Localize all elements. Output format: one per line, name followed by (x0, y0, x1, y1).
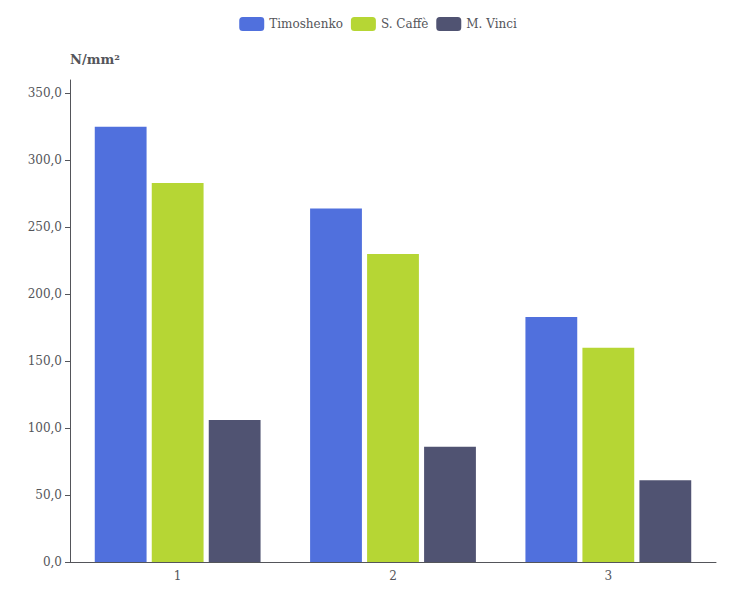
svg-text:M. Vinci: M. Vinci (466, 17, 517, 31)
svg-text:250,0: 250,0 (28, 220, 62, 234)
svg-text:N/mm²: N/mm² (70, 52, 120, 67)
svg-text:50,0: 50,0 (35, 488, 62, 502)
svg-text:300,0: 300,0 (28, 153, 62, 167)
svg-text:S. Caffè: S. Caffè (381, 17, 428, 31)
svg-text:0,0: 0,0 (43, 555, 62, 569)
svg-text:200,0: 200,0 (28, 287, 62, 301)
svg-text:3: 3 (605, 569, 613, 583)
svg-text:150,0: 150,0 (28, 354, 62, 368)
svg-text:350,0: 350,0 (28, 86, 62, 100)
svg-text:1: 1 (174, 569, 182, 583)
svg-text:Timoshenko: Timoshenko (269, 17, 343, 31)
svg-text:100,0: 100,0 (28, 421, 62, 435)
svg-text:2: 2 (389, 569, 397, 583)
